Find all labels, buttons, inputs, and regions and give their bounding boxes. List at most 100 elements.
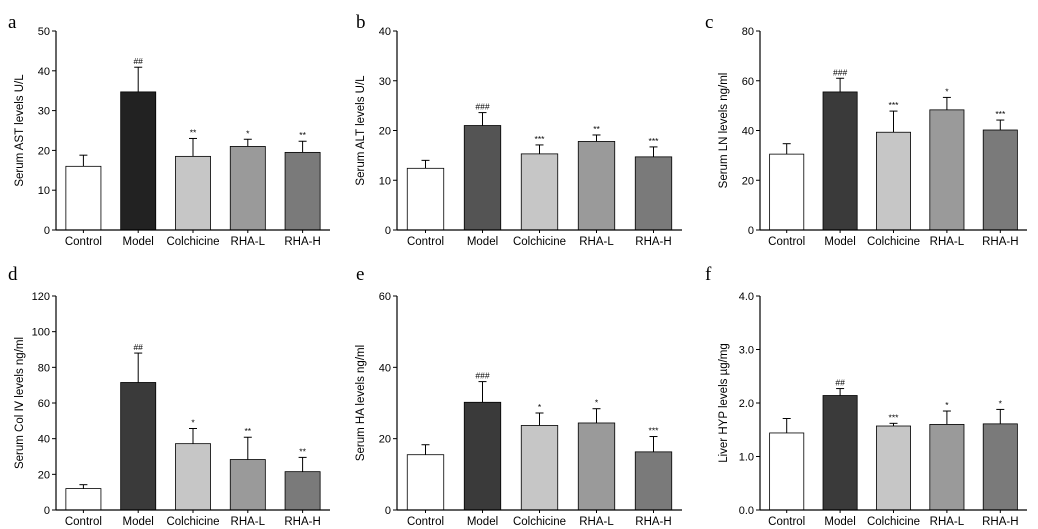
y-axis-label: Serum HA levels ng/ml (355, 345, 367, 461)
x-tick-label: Model (123, 236, 154, 248)
y-tick-label: 20 (38, 145, 50, 157)
significance-marker: ### (475, 102, 489, 112)
y-tick-label: 20 (379, 126, 391, 138)
y-tick-label: 20 (379, 434, 391, 446)
chart-panel-f: f Liver HYP levels µg/mg 0.0 1.0 2.0 3.0 4.0 Co… (705, 264, 1027, 528)
y-tick-label: 0 (385, 225, 391, 237)
bar-colchicine (175, 155, 211, 231)
x-tick-label: RHA-H (284, 516, 320, 528)
x-tick-label: RHA-L (579, 236, 614, 248)
significance-marker: ### (833, 67, 847, 77)
significance-marker: * (595, 398, 599, 408)
bar-model (463, 401, 502, 511)
bar-control (406, 167, 445, 231)
bar-model (120, 91, 157, 231)
significance-marker: * (999, 398, 1003, 408)
significance-marker: *** (649, 426, 660, 436)
significance-marker: ** (593, 124, 600, 134)
bar-colchicine (520, 153, 559, 231)
y-axis-label: Serum ALT levels U/L (355, 75, 367, 186)
significance-marker: *** (889, 100, 900, 110)
x-tick-label: RHA-H (982, 516, 1018, 528)
bar-model (822, 91, 858, 231)
y-tick-label: 1.0 (739, 452, 754, 464)
y-tick-label: 80 (742, 26, 754, 38)
significance-marker: ## (133, 342, 143, 352)
x-tick-label: Colchicine (513, 236, 566, 248)
y-tick-label: 0 (385, 505, 391, 517)
y-tick-label: 4.0 (739, 291, 754, 303)
significance-marker: ** (299, 130, 306, 140)
x-tick-label: Control (65, 516, 102, 528)
significance-marker: ** (244, 426, 251, 436)
bar-control (769, 153, 805, 231)
y-tick-label: 100 (32, 327, 50, 339)
y-axis-label: Serum Col Ⅳ levels ng/ml (14, 337, 26, 469)
bar-rha-h (634, 451, 673, 511)
y-tick-label: 60 (38, 398, 50, 410)
y-axis-label: Liver HYP levels µg/mg (718, 343, 730, 463)
x-tick-label: Control (768, 236, 805, 248)
y-tick-label: 50 (38, 26, 50, 38)
panel-letter: f (705, 264, 712, 285)
significance-marker: * (191, 418, 195, 428)
x-tick-label: Control (768, 516, 805, 528)
bar-control (65, 165, 102, 231)
x-tick-label: Control (407, 516, 444, 528)
bar-colchicine (876, 425, 911, 511)
x-tick-label: Control (407, 236, 444, 248)
bar-control (406, 454, 445, 511)
bar-colchicine (175, 443, 211, 511)
y-tick-label: 60 (742, 76, 754, 88)
y-tick-label: 0 (44, 505, 50, 517)
x-tick-label: Model (467, 236, 498, 248)
significance-marker: ### (475, 371, 489, 381)
y-tick-label: 30 (38, 106, 50, 118)
bar-colchicine (876, 131, 911, 231)
significance-marker: ## (835, 378, 845, 388)
significance-marker: * (538, 402, 542, 412)
x-tick-label: RHA-L (579, 516, 614, 528)
significance-marker: *** (889, 412, 900, 422)
bar-rha-h (634, 156, 673, 231)
y-axis-label: Serum AST levels U/L (14, 74, 26, 187)
bar-rha-l (577, 141, 616, 231)
x-tick-label: Colchicine (166, 236, 219, 248)
y-tick-label: 20 (742, 175, 754, 187)
x-tick-label: Control (65, 236, 102, 248)
significance-marker: * (945, 86, 949, 96)
significance-marker: * (945, 400, 949, 410)
y-tick-label: 40 (379, 362, 391, 374)
bar-control (65, 488, 102, 511)
chart-panel-c: c Serum LN levels ng/ml 0 20 40 60 80 Control ##… (705, 12, 1027, 248)
x-tick-label: RHA-L (930, 236, 965, 248)
bar-colchicine (520, 425, 559, 511)
y-tick-label: 10 (38, 185, 50, 197)
y-tick-label: 20 (38, 469, 50, 481)
y-tick-label: 30 (379, 76, 391, 88)
y-tick-label: 40 (38, 66, 50, 78)
y-tick-label: 10 (379, 175, 391, 187)
y-tick-label: 60 (379, 291, 391, 303)
x-tick-label: Model (824, 236, 855, 248)
chart-panel-a: a Serum AST levels U/L 0 10 20 30 40 50 Control #… (8, 12, 330, 248)
x-tick-label: Colchicine (166, 516, 219, 528)
y-tick-label: 40 (38, 434, 50, 446)
significance-marker: *** (649, 136, 660, 146)
bar-rha-l (229, 146, 266, 231)
panel-letter: a (8, 12, 17, 33)
bar-model (463, 125, 502, 231)
y-tick-label: 0 (748, 225, 754, 237)
bar-rha-l (229, 459, 266, 511)
x-tick-label: Colchicine (867, 236, 920, 248)
y-tick-label: 80 (38, 362, 50, 374)
y-tick-label: 2.0 (739, 398, 754, 410)
bar-rha-l (929, 423, 965, 511)
bar-rha-h (284, 471, 321, 511)
x-tick-label: RHA-L (930, 516, 965, 528)
chart-panel-b: b Serum ALT levels U/L 0 10 20 30 40 Control ###… (355, 12, 682, 248)
x-tick-label: RHA-H (635, 516, 671, 528)
bar-model (120, 382, 157, 511)
y-tick-label: 0.0 (739, 505, 754, 517)
